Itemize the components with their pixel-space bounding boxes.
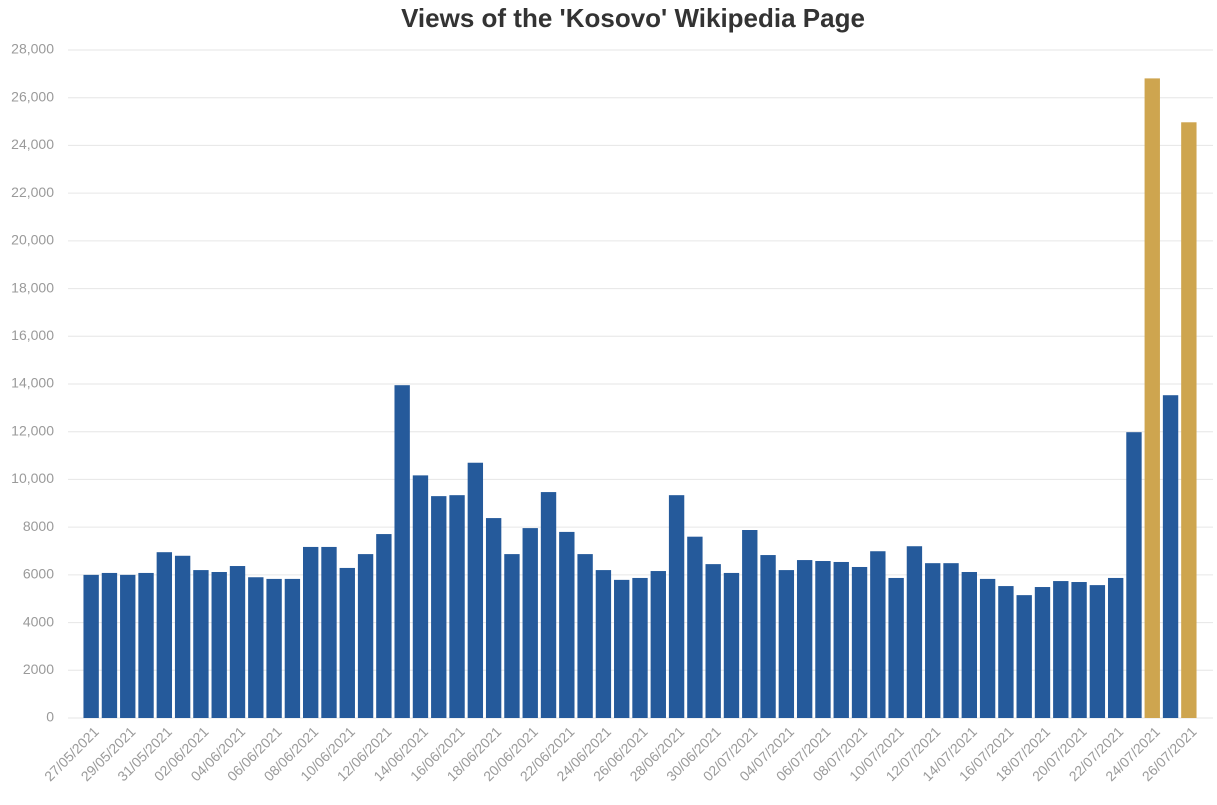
bar (796, 560, 813, 718)
bar (303, 546, 319, 718)
y-tick-label: 12,000 (11, 422, 54, 438)
bar (138, 572, 154, 718)
bar (778, 570, 795, 718)
bar (485, 518, 502, 718)
bar (1089, 585, 1106, 718)
bar (851, 566, 868, 718)
bar (650, 571, 666, 718)
bar (467, 462, 484, 718)
bar (742, 530, 758, 718)
bar (540, 492, 557, 718)
bar (376, 534, 392, 718)
bar (431, 496, 447, 718)
y-tick-label: 4000 (23, 613, 54, 629)
y-tick-label: 16,000 (11, 327, 54, 343)
bar (248, 577, 264, 718)
bar (1181, 122, 1197, 719)
bar (1053, 581, 1069, 718)
bar (1162, 395, 1179, 718)
bar (83, 574, 99, 718)
y-tick-label: 26,000 (11, 88, 54, 104)
bar (559, 531, 575, 718)
y-tick-label: 14,000 (11, 375, 54, 391)
bar (504, 554, 520, 718)
bar (1034, 587, 1051, 718)
bar (120, 574, 136, 718)
y-tick-label: 0 (46, 709, 54, 725)
bar (723, 572, 740, 718)
bar (1071, 582, 1087, 718)
bar (229, 566, 246, 718)
bar (961, 571, 977, 718)
y-tick-label: 6000 (23, 566, 54, 582)
bar (211, 571, 227, 718)
bar (522, 528, 538, 718)
bar (339, 567, 355, 718)
y-tick-label: 28,000 (11, 41, 54, 57)
bar (888, 577, 904, 718)
bar (321, 546, 337, 718)
bar (577, 554, 593, 718)
bar (614, 579, 630, 718)
bar (394, 385, 410, 718)
bar (174, 555, 191, 718)
bar (925, 563, 941, 718)
bar (870, 551, 886, 718)
bar (284, 578, 301, 718)
bar (906, 546, 923, 718)
y-tick-label: 18,000 (11, 279, 54, 295)
chart-title: Views of the 'Kosovo' Wikipedia Page (401, 3, 865, 33)
y-tick-label: 2000 (23, 661, 54, 677)
y-tick-label: 20,000 (11, 232, 54, 248)
y-tick-label: 10,000 (11, 470, 54, 486)
bar (193, 570, 209, 718)
bar (979, 578, 996, 718)
y-tick-label: 24,000 (11, 136, 54, 152)
bar (705, 564, 721, 718)
bar (357, 554, 374, 718)
bar (687, 536, 703, 718)
y-tick-label: 22,000 (11, 184, 54, 200)
bar (1144, 78, 1160, 718)
bar (833, 561, 849, 718)
bar (668, 495, 685, 718)
bar (101, 572, 118, 718)
y-tick-label: 8000 (23, 518, 54, 534)
bar (760, 555, 776, 718)
bar (1107, 577, 1124, 718)
bar (943, 563, 959, 718)
bar (595, 570, 612, 718)
bar (156, 552, 173, 718)
bar (449, 495, 465, 718)
bar (632, 577, 648, 718)
bar (1016, 595, 1032, 718)
bar (266, 578, 282, 718)
bar (412, 475, 429, 718)
bar (815, 561, 831, 718)
bar (998, 586, 1014, 718)
bar (1126, 432, 1142, 718)
